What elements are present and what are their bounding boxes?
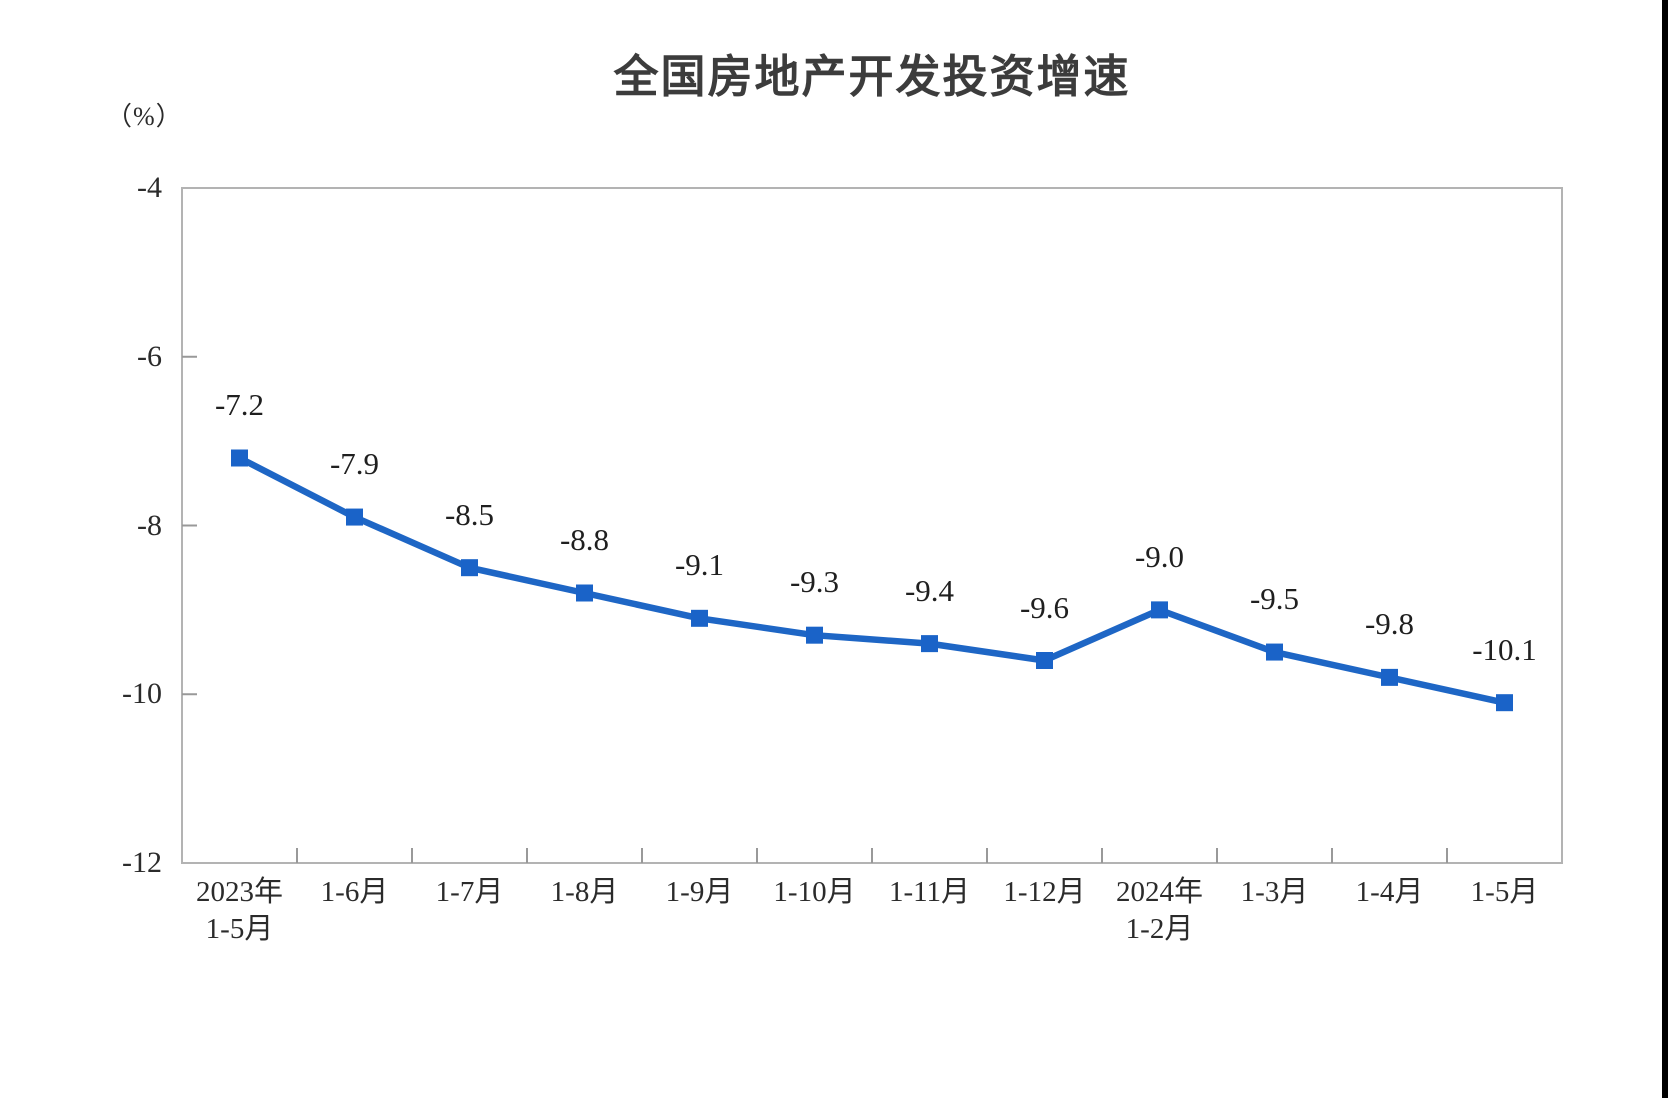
data-point-marker	[1381, 668, 1398, 686]
right-edge-bar	[1662, 0, 1668, 1098]
data-point-marker	[1151, 601, 1168, 619]
x-category-label: 2023年 1-5月	[195, 876, 283, 945]
data-label: -7.9	[329, 446, 380, 482]
data-label: -9.4	[904, 572, 955, 608]
data-point-marker	[806, 626, 823, 644]
y-tick-label: -4	[137, 171, 162, 204]
data-point-marker	[691, 609, 708, 627]
x-category-label: 1-10月	[773, 876, 856, 908]
data-point-marker	[1496, 694, 1513, 712]
y-tick-label: -8	[137, 508, 162, 542]
data-point-marker	[346, 508, 363, 526]
data-label: -8.5	[444, 496, 495, 532]
x-category-label: 2024年 1-2月	[1115, 876, 1203, 945]
x-category-label: 1-8月	[550, 876, 619, 908]
data-label: -8.8	[559, 522, 610, 557]
data-point-marker	[461, 559, 478, 577]
data-label: -10.1	[1472, 631, 1537, 667]
data-label: -9.8	[1364, 606, 1415, 642]
y-tick-label: -12	[122, 846, 162, 879]
x-category-label: 1-9月	[665, 876, 734, 908]
y-tick-label: -10	[122, 677, 162, 711]
data-point-marker	[921, 635, 938, 653]
x-category-label: 1-4月	[1355, 876, 1424, 908]
data-label: -9.1	[674, 547, 725, 583]
data-point-marker	[1266, 643, 1283, 661]
x-category-label: 1-12月	[1003, 876, 1086, 908]
y-tick-label: -6	[137, 339, 162, 373]
data-label: -9.0	[1134, 538, 1185, 574]
data-point-marker	[1036, 652, 1053, 669]
data-line	[236, 454, 1508, 706]
chart-title: 全国房地产开发投资增速	[613, 51, 1131, 102]
data-label: -7.2	[214, 387, 265, 422]
x-category-label: 1-6月	[320, 876, 389, 908]
data-label: -9.5	[1249, 581, 1300, 617]
data-point-marker	[231, 449, 248, 467]
data-label: -9.3	[789, 564, 840, 600]
x-category-label: 1-5月	[1470, 876, 1539, 908]
data-label: -9.6	[1019, 589, 1070, 625]
y-axis-unit-label: （%）	[106, 102, 183, 131]
x-category-label: 1-3月	[1240, 876, 1309, 908]
x-category-label: 1-11月	[888, 876, 971, 908]
data-point-marker	[576, 584, 593, 602]
x-category-label: 1-7月	[435, 876, 504, 908]
